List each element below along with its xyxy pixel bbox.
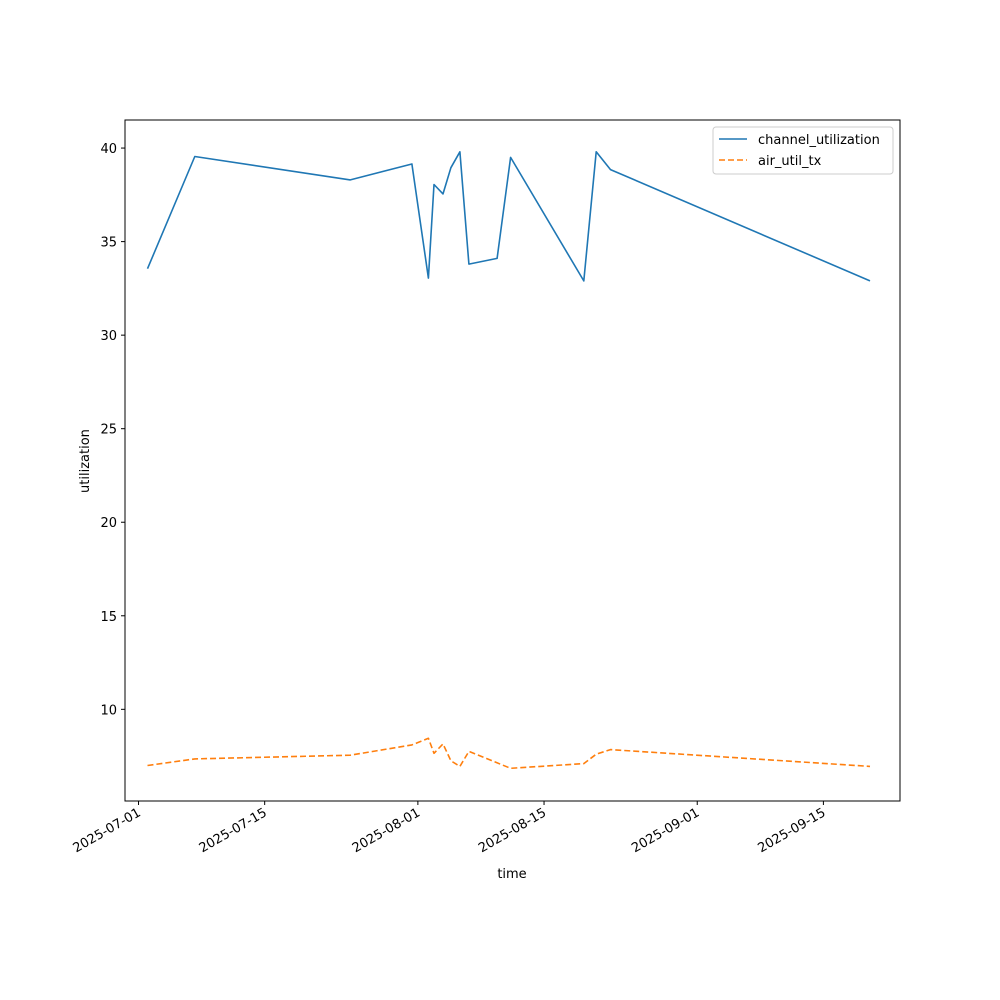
legend-box (712, 126, 894, 175)
series-line-0 (146, 151, 871, 282)
series-line-1 (147, 737, 871, 770)
legend-label-0: channel_utilization (758, 133, 880, 148)
x-axis-label: time (497, 867, 526, 882)
y-tick-label: 25 (100, 423, 117, 438)
series-layer (146, 151, 871, 770)
y-tick-label: 15 (100, 610, 117, 625)
plot-area-frame (124, 119, 901, 802)
y-tick-label: 30 (100, 329, 117, 344)
legend: channel_utilization air_util_tx (712, 126, 894, 175)
y-axis-label: utilization (78, 429, 93, 493)
y-tick-label: 20 (100, 516, 117, 531)
y-tick-label: 10 (100, 703, 117, 718)
legend-label-1: air_util_tx (758, 154, 822, 169)
y-tick-label: 35 (100, 236, 117, 251)
y-tick-label: 40 (100, 142, 117, 157)
y-axis: 10 15 20 25 30 35 40 (100, 142, 125, 718)
